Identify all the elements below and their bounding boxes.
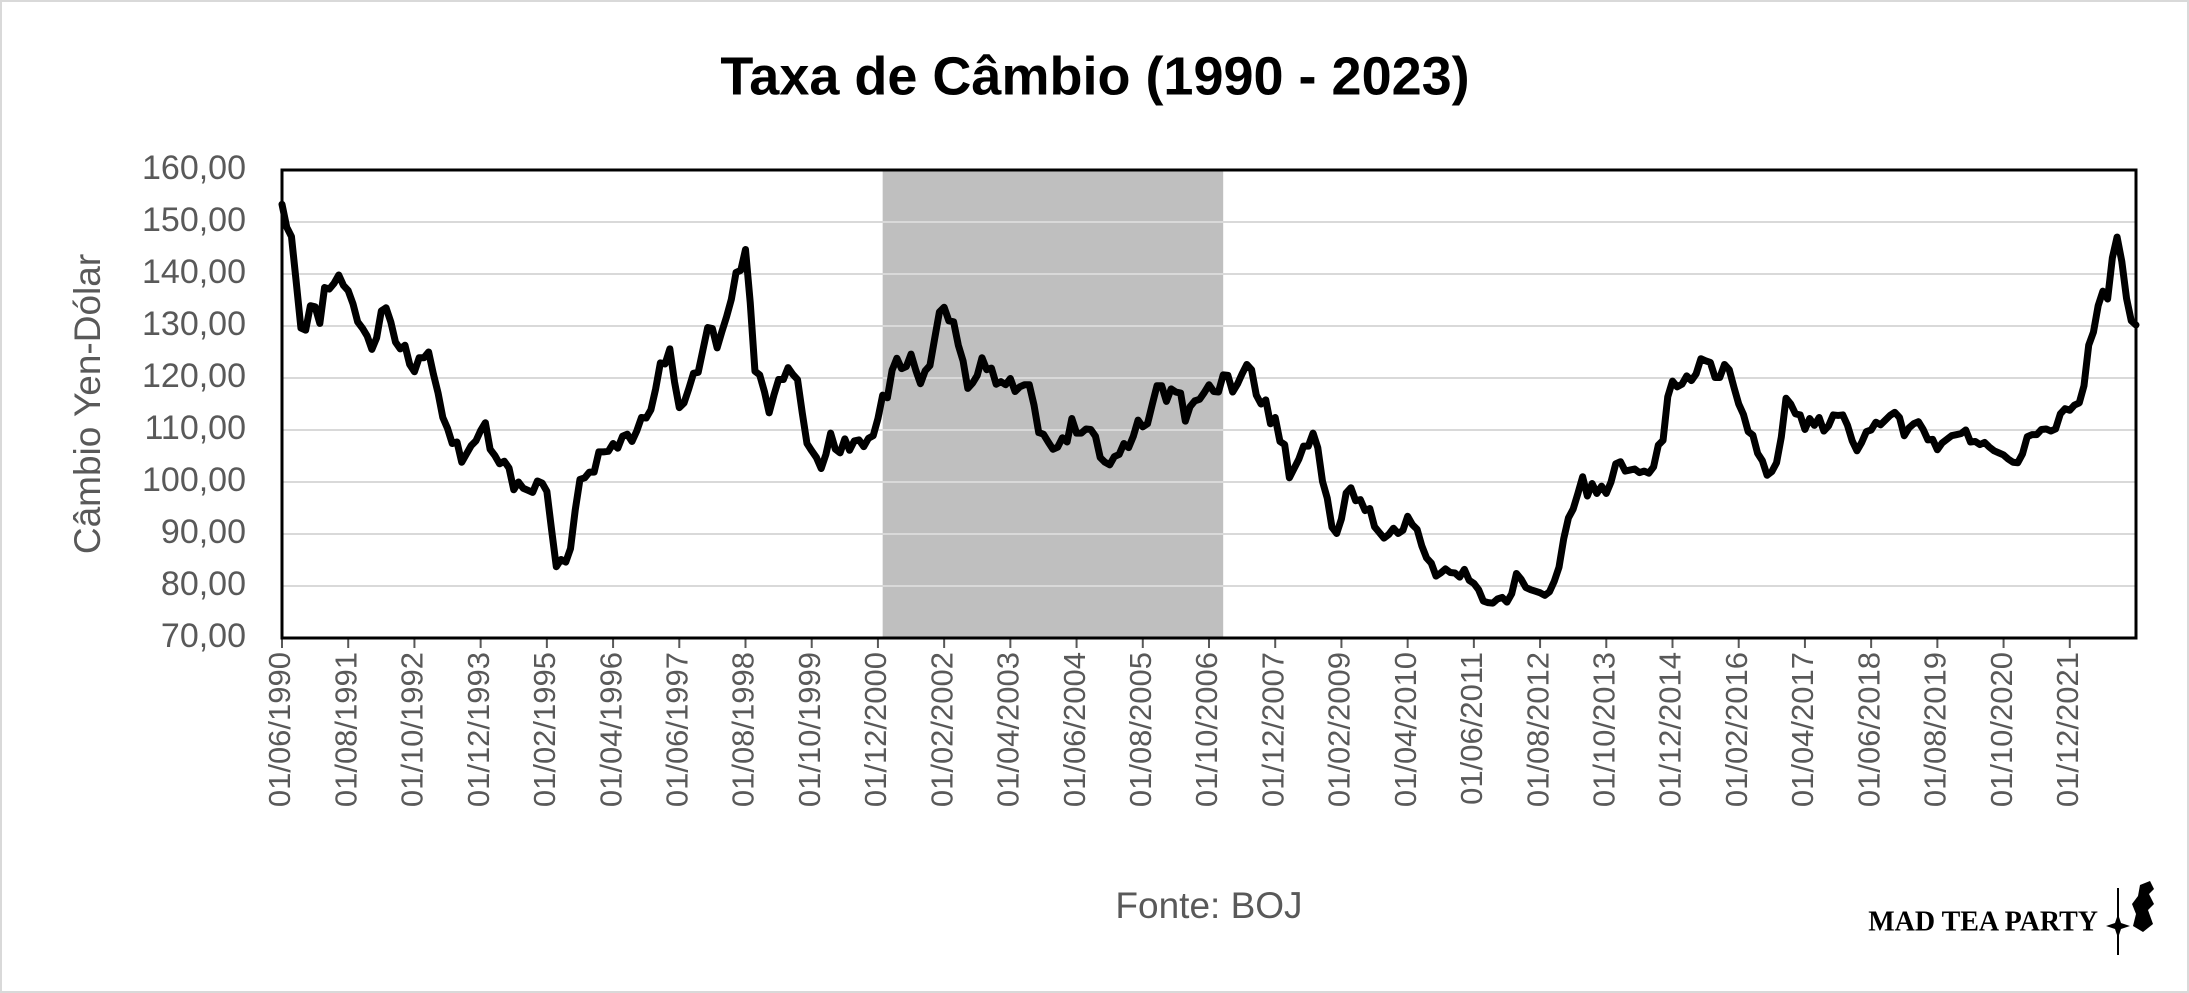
y-tick-label: 150,00 xyxy=(142,201,246,239)
x-tick-label: 01/08/2019 xyxy=(1918,652,1953,807)
shaded-span xyxy=(882,170,1224,638)
y-tick-label: 120,00 xyxy=(142,357,246,395)
x-tick-label: 01/12/2007 xyxy=(1255,652,1290,807)
y-tick-label: 80,00 xyxy=(161,565,246,603)
line xyxy=(278,200,2140,607)
x-tick-label: 01/12/2021 xyxy=(2050,652,2085,807)
x-tick-label: 01/12/1993 xyxy=(461,652,496,807)
x-tick-label: 01/04/2003 xyxy=(991,652,1026,807)
x-tick-label: 01/08/1998 xyxy=(726,652,761,807)
x-tick-label: 01/10/1999 xyxy=(792,652,827,807)
x-tick-label: 01/02/2002 xyxy=(924,652,959,807)
x-tick-label: 01/06/2011 xyxy=(1454,652,1489,805)
y-axis-label: Câmbio Yen-Dólar xyxy=(67,254,108,554)
watermark: MAD TEA PARTY xyxy=(1868,906,2098,937)
y-tick-label: 110,00 xyxy=(145,409,246,447)
x-tick-label: 01/10/2020 xyxy=(1984,652,2019,807)
plot-border xyxy=(280,168,2138,640)
y-tick-label: 100,00 xyxy=(142,461,246,499)
x-tick-label: 01/06/1990 xyxy=(262,652,297,807)
y-tick-label: 160,00 xyxy=(142,149,246,187)
x-tick-label: 01/12/2014 xyxy=(1653,652,1688,807)
x-tick-label: 01/10/1992 xyxy=(395,652,430,807)
x-tick-label: 01/02/2009 xyxy=(1322,652,1357,807)
x-axis-label: Fonte: BOJ xyxy=(1115,885,1302,926)
y-tick-label: 140,00 xyxy=(142,253,246,291)
x-tick-label: 01/08/2012 xyxy=(1520,652,1555,807)
x-tick-label: 01/02/2016 xyxy=(1719,652,1754,807)
x-tick-label: 01/06/2018 xyxy=(1851,652,1886,807)
chart-title: Taxa de Câmbio (1990 - 2023) xyxy=(720,46,1469,106)
x-tick-label: 01/04/2010 xyxy=(1388,652,1423,807)
y-tick-label: 70,00 xyxy=(161,617,246,655)
x-tick-label: 01/04/1996 xyxy=(593,652,628,807)
x-tick-label: 01/10/2013 xyxy=(1586,652,1621,807)
x-tick-label: 01/02/1995 xyxy=(527,652,562,807)
x-tick-label: 01/10/2006 xyxy=(1189,652,1224,807)
x-tick-label: 01/06/1997 xyxy=(659,652,694,807)
y-tick-label: 90,00 xyxy=(161,513,246,551)
x-tick-label: 01/06/2004 xyxy=(1057,652,1092,807)
logo-icon xyxy=(2106,881,2154,955)
x-tick-label: 01/08/1991 xyxy=(328,652,363,807)
x-tick-label: 01/04/2017 xyxy=(1785,652,1820,807)
x-tick-label: 01/12/2000 xyxy=(858,652,893,807)
x-tick-label: 01/08/2005 xyxy=(1123,652,1158,807)
y-tick-label: 130,00 xyxy=(142,305,246,343)
